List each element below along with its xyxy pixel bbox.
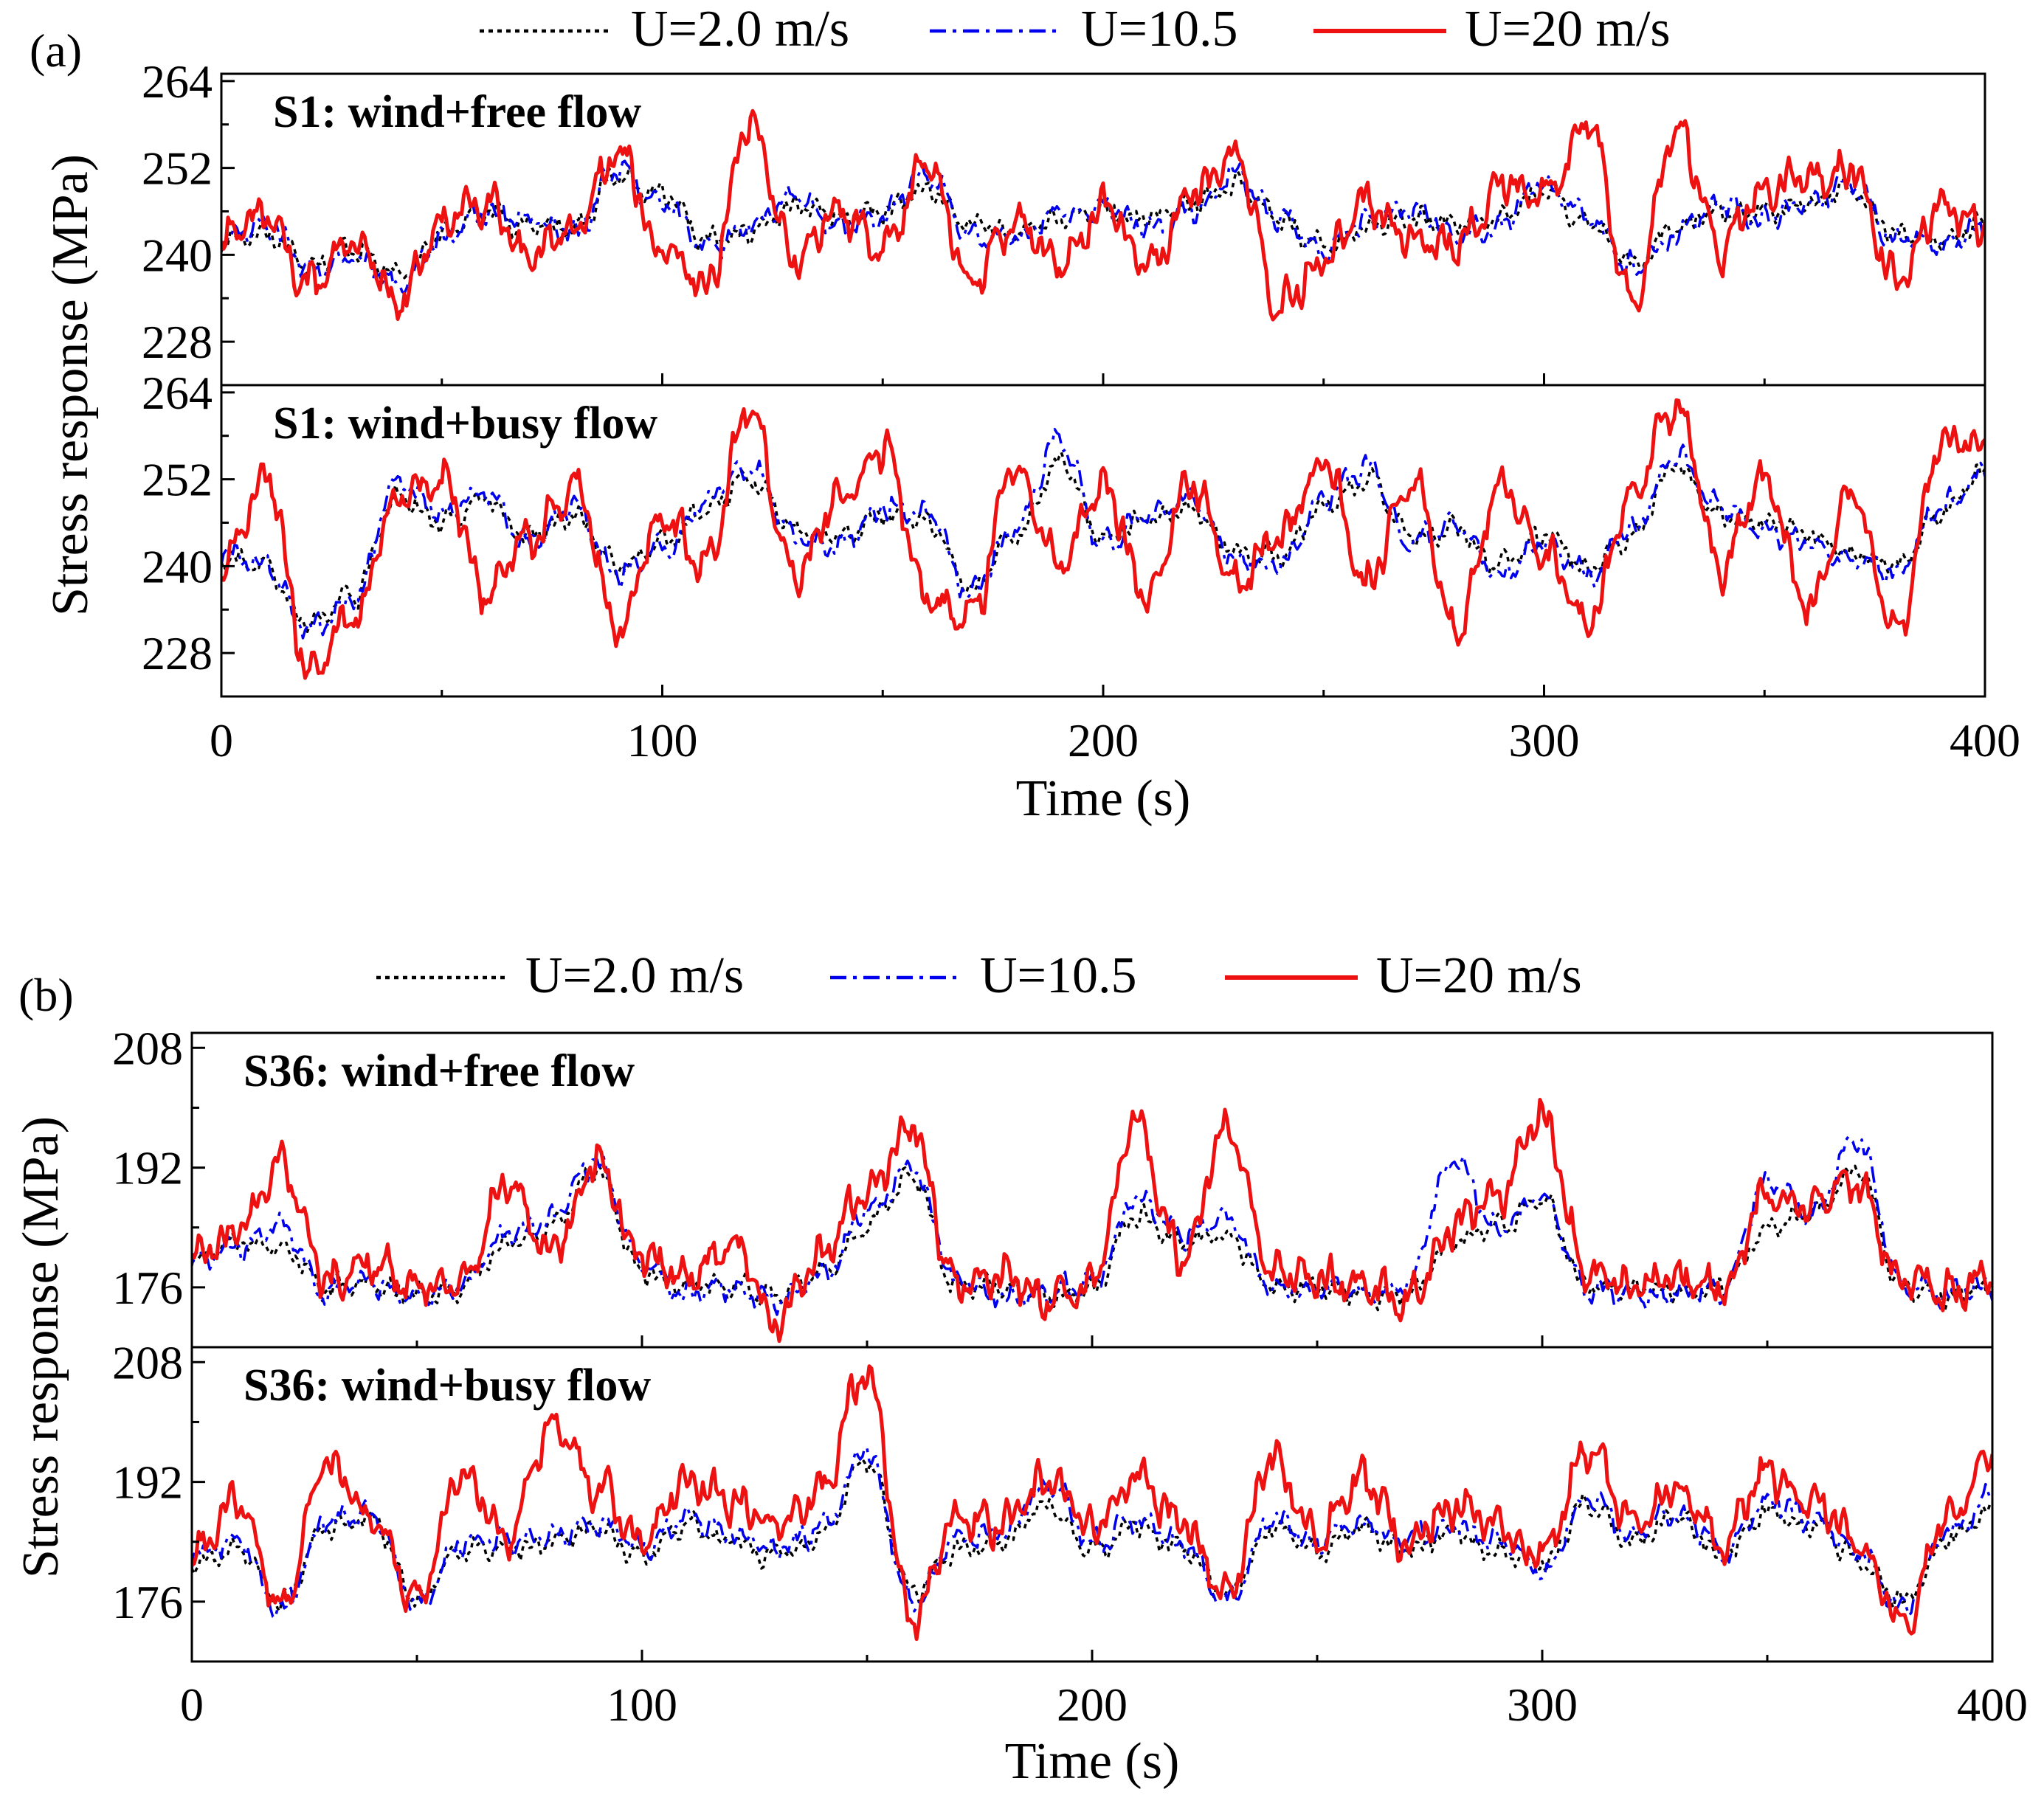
- y-tick-label: 208: [112, 1336, 183, 1389]
- series-group: [192, 1364, 1992, 1642]
- series-line: [221, 398, 1985, 680]
- legend-label: U=2.0 m/s: [525, 947, 744, 1004]
- subplot-title: S36: wind+free flow: [244, 1046, 635, 1096]
- y-tick-label: 228: [142, 316, 213, 368]
- y-tick-label: 192: [112, 1142, 183, 1194]
- series-line: [221, 159, 1985, 295]
- series-line: [221, 108, 1985, 322]
- series-line: [192, 1364, 1992, 1642]
- panel-a: (a) U=2.0 m/s U=10.5 U=20 m/s 228 240 252 264 S1…: [30, 1, 2020, 827]
- y-tick-label: 252: [142, 454, 213, 506]
- series-line: [192, 1458, 1992, 1613]
- y-tick-label: 264: [142, 367, 213, 419]
- subplot-title: S36: wind+busy flow: [244, 1360, 651, 1411]
- y-axis-title: Stress response (MPa): [13, 1116, 69, 1578]
- x-tick-label: 400: [1957, 1678, 2028, 1731]
- subplot: 228 240 252 264 S1: wind+free flow: [142, 55, 1986, 387]
- subplot: 176 192 208 S36: wind+busy flow: [112, 1336, 1994, 1663]
- subplot: 176 192 208 S36: wind+free flow: [112, 1022, 1994, 1349]
- series-line: [192, 1445, 1992, 1619]
- series-line: [221, 451, 1985, 634]
- y-axis-title: Stress response (MPa): [42, 154, 99, 616]
- x-axis-title: Time (s): [1005, 1733, 1180, 1790]
- y-tick-label: 240: [142, 540, 213, 592]
- x-tick-label: 200: [1057, 1678, 1128, 1731]
- series-group: [192, 1098, 1992, 1344]
- x-tick-label: 300: [1507, 1678, 1578, 1731]
- x-tick-label: 0: [180, 1678, 204, 1731]
- subplot-title: S1: wind+busy flow: [273, 398, 657, 449]
- series-group: [221, 108, 1985, 322]
- legend-label: U=20 m/s: [1376, 947, 1582, 1004]
- y-tick-label: 264: [142, 55, 213, 108]
- legend-label: U=10.5: [1081, 1, 1238, 58]
- legend-label: U=20 m/s: [1465, 1, 1671, 58]
- subplot: 228 240 252 264 S1: wind+busy flow: [142, 367, 1986, 698]
- series-line: [192, 1098, 1992, 1344]
- x-tick-label: 0: [210, 714, 233, 767]
- panel-label: (a): [30, 24, 82, 77]
- x-tick-label: 100: [607, 1678, 677, 1731]
- y-tick-label: 208: [112, 1022, 183, 1074]
- x-axis-title: Time (s): [1016, 770, 1191, 827]
- legend-label: U=10.5: [980, 947, 1137, 1004]
- series-group: [221, 398, 1985, 680]
- panel-b: (b) U=2.0 m/s U=10.5 U=20 m/s 176 192 208 S36: …: [13, 947, 2028, 1790]
- y-tick-label: 176: [112, 1576, 183, 1628]
- x-tick-label: 300: [1509, 714, 1580, 767]
- y-tick-label: 240: [142, 229, 213, 281]
- y-tick-label: 252: [142, 142, 213, 195]
- y-tick-label: 192: [112, 1456, 183, 1509]
- x-tick-label: 400: [1950, 714, 2020, 767]
- x-tick-label: 100: [627, 714, 698, 767]
- subplot-title: S1: wind+free flow: [273, 87, 641, 137]
- y-tick-label: 228: [142, 627, 213, 680]
- legend-label: U=2.0 m/s: [631, 1, 849, 58]
- y-tick-label: 176: [112, 1262, 183, 1314]
- panel-label: (b): [18, 969, 74, 1021]
- x-tick-label: 200: [1068, 714, 1139, 767]
- series-line: [221, 427, 1985, 640]
